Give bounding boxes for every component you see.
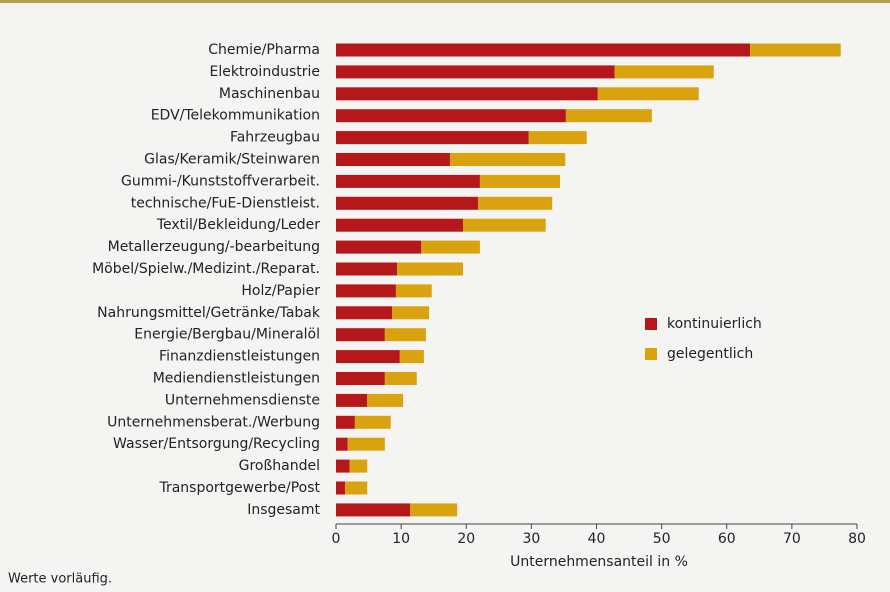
bar-segment: [336, 196, 478, 210]
y-tick-label: Chemie/Pharma: [208, 42, 320, 58]
bar-segment: [336, 415, 355, 429]
bar-segment: [479, 174, 561, 188]
legend-swatch: [645, 348, 657, 360]
bar-segment: [565, 109, 652, 123]
bar-segment: [462, 218, 546, 232]
bar-segment: [336, 109, 566, 123]
legend-swatch: [645, 318, 657, 330]
bar-segment: [336, 306, 393, 320]
x-tick-label: 0: [332, 531, 341, 547]
bar-segment: [336, 459, 350, 473]
bar-segment: [347, 437, 385, 451]
y-tick-label: Insgesamt: [247, 502, 320, 518]
x-tick-label: 50: [653, 531, 671, 547]
y-tick-label: Möbel/Spielw./Medizint./Reparat.: [92, 261, 320, 277]
y-tick-label: Mediendienstleistungen: [153, 371, 320, 387]
bar-segment: [345, 481, 368, 495]
y-tick-label: Nahrungsmittel/Getränke/Tabak: [97, 305, 321, 321]
y-tick-label: Unternehmensdienste: [165, 392, 320, 408]
x-tick-label: 70: [783, 531, 801, 547]
bar-segment: [410, 503, 458, 517]
legend-label: kontinuierlich: [667, 316, 762, 332]
bar-segment: [392, 306, 430, 320]
x-axis-label: Unternehmensanteil in %: [510, 554, 688, 570]
y-tick-label: Gummi-/Kunststoffverarbeit.: [121, 173, 320, 189]
bar-segment: [336, 393, 368, 407]
bar-segment: [336, 350, 400, 364]
y-tick-label: Wasser/Entsorgung/Recycling: [113, 436, 320, 452]
y-tick-label: Maschinenbau: [219, 86, 320, 102]
bar-segment: [336, 328, 385, 342]
bar-segment: [336, 284, 396, 298]
bar-segment: [399, 350, 424, 364]
bar-segment: [528, 131, 587, 145]
bar-segment: [336, 372, 385, 385]
y-tick-label: Unternehmensberat./Werbung: [107, 414, 320, 430]
bar-segment: [384, 372, 417, 385]
bar-segment: [397, 262, 463, 276]
bar-segment: [336, 240, 422, 254]
bar-segment: [349, 459, 368, 473]
y-tick-label: Fahrzeugbau: [230, 130, 320, 146]
x-tick-label: 10: [392, 531, 410, 547]
y-tick-label: Textil/Bekleidung/Leder: [156, 217, 320, 233]
y-tick-label: Metallerzeugung/-bearbeitung: [108, 239, 320, 255]
bar-segment: [477, 196, 553, 210]
bar-segment: [597, 87, 699, 101]
note: Werte vorläufig.: [8, 572, 112, 587]
bar-segment: [614, 65, 714, 79]
top-border: [0, 0, 890, 3]
y-tick-label: Holz/Papier: [241, 283, 320, 299]
bar-segment: [336, 43, 751, 57]
bar-segment: [336, 503, 411, 517]
bar-segment: [384, 328, 426, 342]
x-tick-label: 60: [718, 531, 736, 547]
bar-segment: [449, 153, 566, 166]
y-tick-label: Großhandel: [239, 458, 320, 474]
bar-segment: [367, 393, 404, 407]
bar-segment: [421, 240, 480, 254]
legend-label: gelegentlich: [667, 346, 753, 362]
bar-segment: [336, 153, 450, 166]
bar-segment: [336, 262, 398, 276]
y-tick-label: Transportgewerbe/Post: [158, 480, 320, 496]
bar-segment: [336, 218, 463, 232]
x-tick-label: 40: [588, 531, 606, 547]
y-tick-label: Elektroindustrie: [209, 64, 320, 80]
y-tick-label: Glas/Keramik/Steinwaren: [144, 152, 320, 168]
bar-segment: [395, 284, 432, 298]
bar-segment: [336, 131, 529, 145]
bar-segment: [354, 415, 391, 429]
y-tick-label: Finanzdienstleistungen: [159, 349, 320, 365]
x-tick-label: 80: [848, 531, 866, 547]
bar-segment: [336, 87, 598, 101]
bar-segment: [336, 481, 346, 495]
y-tick-label: technische/FuE-Dienstleist.: [131, 195, 320, 211]
x-tick-label: 20: [457, 531, 475, 547]
bar-segment: [336, 174, 480, 188]
bar-segment: [750, 43, 841, 57]
bar-segment: [336, 437, 348, 451]
bar-segment: [336, 65, 615, 79]
x-tick-label: 30: [522, 531, 540, 547]
y-tick-label: EDV/Telekommunikation: [151, 108, 320, 124]
y-tick-label: Energie/Bergbau/Mineralöl: [134, 327, 320, 343]
